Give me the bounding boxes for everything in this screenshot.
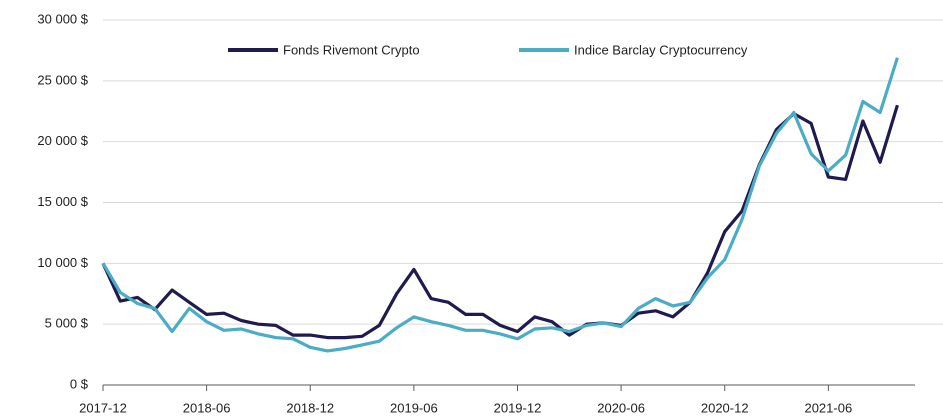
legend-label: Fonds Rivemont Crypto: [283, 42, 420, 57]
series-line: [101, 57, 899, 353]
x-tick-label: 2019-06: [390, 400, 438, 415]
y-tick-label: 15 000 $: [37, 194, 88, 209]
x-tick-label: 2017-12: [79, 400, 127, 415]
x-tick-label: 2021-06: [804, 400, 852, 415]
x-tick-label: 2018-06: [183, 400, 231, 415]
y-tick-label: 10 000 $: [37, 255, 88, 270]
x-tick-label: 2018-12: [286, 400, 334, 415]
y-tick-label: 25 000 $: [37, 72, 88, 87]
x-tick-label: 2019-12: [494, 400, 542, 415]
y-tick-label: 5 000 $: [45, 316, 89, 331]
y-tick-label: 20 000 $: [37, 133, 88, 148]
x-tick-label: 2020-12: [701, 400, 749, 415]
x-tick-label: 2020-06: [597, 400, 645, 415]
y-tick-label: 30 000 $: [37, 11, 88, 26]
legend-label: Indice Barclay Cryptocurrency: [574, 42, 748, 57]
series-line: [101, 104, 899, 340]
y-tick-label: 0 $: [70, 376, 89, 391]
